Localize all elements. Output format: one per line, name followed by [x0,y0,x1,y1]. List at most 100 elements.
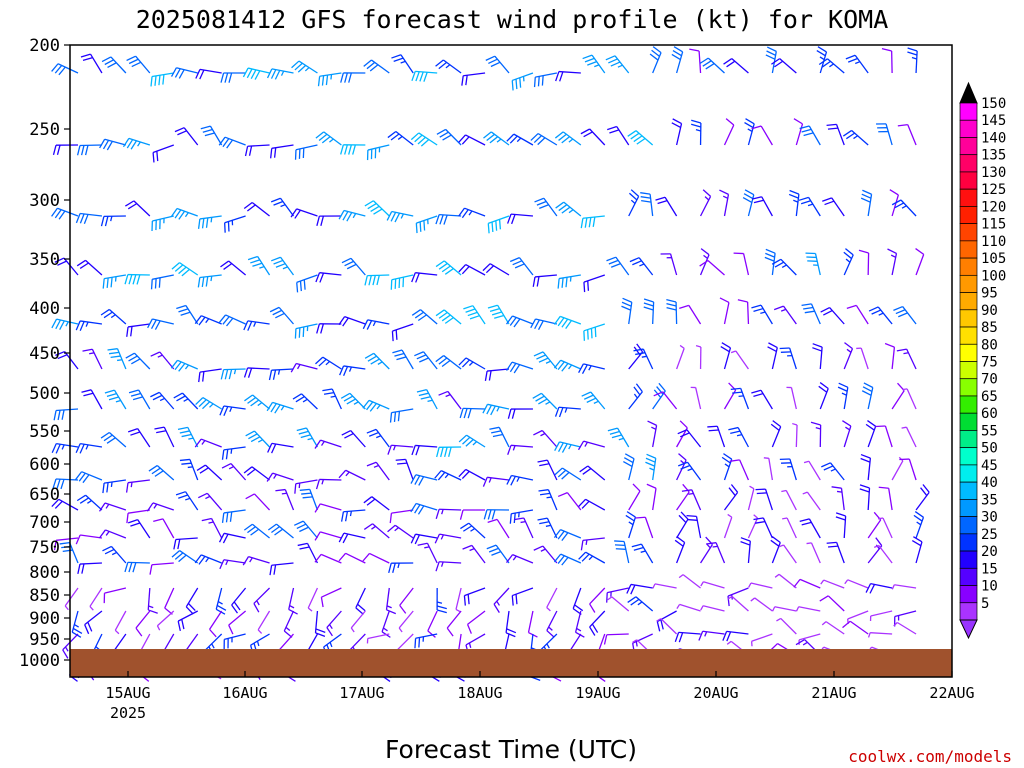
wind-barb [223,633,246,650]
wind-barb [322,388,342,410]
colorbar-label: 30 [981,510,998,526]
y-tick-label: 250 [29,120,60,140]
wind-barb [589,587,606,613]
wind-barb [362,552,390,564]
wind-barb [699,248,710,276]
x-tick-sublabel: 2025 [110,704,146,722]
wind-barb [867,511,882,539]
wind-barb [843,248,854,276]
wind-barb [546,610,558,638]
wind-barb [537,517,558,539]
wind-barb [782,517,797,539]
wind-barb [84,610,103,635]
wind-barb [706,542,726,564]
wind-barb [844,579,869,589]
colorbar-label: 25 [981,527,998,543]
wind-barb [821,462,845,481]
wind-barb [831,486,845,511]
colorbar-label: 50 [981,441,998,457]
wind-barb [652,583,677,589]
wind-barb [628,383,643,410]
wind-barb [267,523,294,539]
wind-barb [580,215,605,229]
plot-frame [69,44,953,678]
wind-barb [152,144,174,163]
y-tick-label: 650 [29,485,60,505]
wind-barb [266,401,294,414]
wind-barb [103,587,127,604]
wind-barb [122,137,151,150]
wind-barb [126,323,150,337]
wind-barb [146,502,174,512]
wind-barb [364,274,390,286]
wind-barb [748,582,773,589]
wind-barb [51,207,79,220]
wind-barb [554,441,581,453]
wind-barb [316,215,342,226]
wind-barb [364,200,390,217]
wind-barb [507,444,533,455]
colorbar-swatch [959,119,978,138]
wind-barb [913,511,925,539]
wind-barb [527,610,538,638]
wind-barb [875,425,893,448]
wind-barb [461,72,486,86]
wind-barb [506,474,534,486]
y-tick-label: 450 [29,344,60,364]
wind-barb [750,633,773,647]
wind-barb [411,309,438,325]
wind-barb [538,489,558,511]
wind-barb [744,118,755,146]
wind-barb [297,542,319,564]
wind-barb [64,587,79,611]
x-axis-label: Forecast Time (UTC) [385,735,637,764]
wind-barb [410,533,438,545]
wind-barb [867,537,883,564]
wind-barb [846,304,869,325]
wind-barb [101,56,127,74]
wind-barb [779,347,797,370]
wind-barb [253,587,271,613]
wind-barb [154,426,175,448]
wind-barb [723,58,749,74]
wind-barb [392,349,414,370]
wind-barb [291,60,318,74]
wind-barb [660,253,678,276]
wind-barb [699,57,725,74]
wind-barb [104,389,127,410]
wind-barb [653,391,678,410]
wind-barb [398,610,414,633]
wind-barb [803,460,821,481]
wind-barb [826,123,845,146]
wind-barb [75,442,103,454]
wind-barb [589,610,606,636]
wind-barb [856,347,869,370]
wind-barb [410,474,438,486]
wind-barb [389,509,414,524]
wind-barb [466,610,486,634]
wind-barb [820,579,845,589]
wind-barb [627,130,654,146]
wind-barb [820,306,845,325]
wind-barb [751,196,773,217]
wind-barb [164,587,175,615]
wind-barb [391,54,414,74]
colorbar-label: 85 [981,320,998,336]
wind-barb [770,420,782,448]
wind-barb [865,582,893,594]
wind-barb [320,587,342,608]
wind-barb [390,274,414,290]
wind-barb [355,587,366,615]
wind-barb [489,426,510,448]
wind-barb [338,469,366,481]
wind-barb [55,350,79,370]
wind-barb [506,315,534,328]
wind-barb [676,344,685,370]
wind-barb [507,408,533,419]
wind-barb [76,494,103,511]
wind-barb [907,47,918,74]
wind-barb [150,274,174,290]
wind-barb [366,428,390,448]
wind-barb [887,248,898,276]
x-axis-ticks: 15AUG 2025 16AUG 17AUG 18AUG 19AUG 20AUG 21AUG 2… [105,671,975,722]
